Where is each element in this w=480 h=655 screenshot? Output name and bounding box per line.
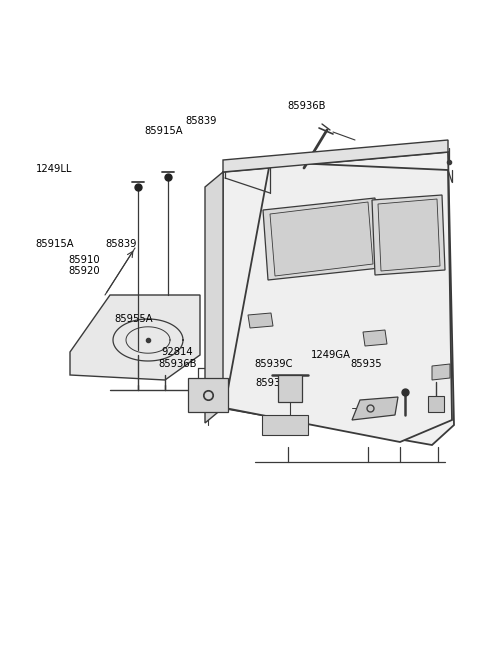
Polygon shape (372, 195, 445, 275)
Text: 1249GA: 1249GA (311, 350, 351, 360)
Polygon shape (188, 378, 228, 412)
Text: 92814: 92814 (162, 346, 193, 357)
Polygon shape (222, 152, 454, 445)
Text: 85839: 85839 (106, 238, 137, 249)
Polygon shape (378, 199, 440, 271)
Polygon shape (70, 295, 200, 380)
Text: 85936B: 85936B (287, 101, 325, 111)
Polygon shape (262, 415, 308, 435)
Polygon shape (225, 162, 452, 442)
Polygon shape (432, 364, 450, 380)
Polygon shape (248, 313, 273, 328)
Text: 85935: 85935 (350, 358, 382, 369)
Polygon shape (428, 396, 444, 412)
Text: 85910: 85910 (68, 255, 100, 265)
Text: 85920: 85920 (68, 265, 100, 276)
Text: 85939C: 85939C (254, 358, 293, 369)
Text: 85930: 85930 (255, 378, 287, 388)
Text: 1249LL: 1249LL (36, 164, 72, 174)
Polygon shape (352, 397, 398, 420)
Text: 85955A: 85955A (114, 314, 153, 324)
Text: 85936B: 85936B (158, 358, 197, 369)
Polygon shape (278, 375, 302, 402)
Polygon shape (363, 330, 387, 346)
Text: 85839: 85839 (186, 116, 217, 126)
Polygon shape (270, 202, 373, 276)
Polygon shape (205, 172, 223, 423)
Text: 85915A: 85915A (144, 126, 182, 136)
Text: 85915A: 85915A (35, 238, 73, 249)
Polygon shape (223, 140, 448, 172)
Polygon shape (263, 198, 380, 280)
